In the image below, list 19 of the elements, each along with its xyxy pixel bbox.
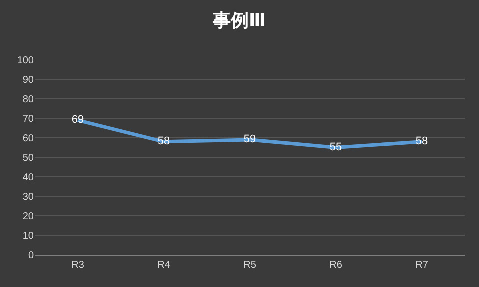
x-tick-label: R6 (330, 260, 343, 271)
y-tick-label: 90 (22, 75, 34, 86)
y-tick-label: 10 (22, 231, 34, 242)
x-tick-label: R5 (244, 260, 257, 271)
x-tick-label: R3 (72, 260, 85, 271)
y-tick-label: 30 (22, 192, 34, 203)
y-tick-label: 100 (17, 56, 34, 66)
x-tick-label: R7 (416, 260, 429, 271)
data-label: 58 (416, 136, 428, 148)
y-tick-label: 0 (28, 250, 34, 262)
y-tick-label: 70 (22, 114, 34, 125)
y-tick-label: 50 (22, 153, 34, 164)
y-tick-label: 20 (22, 212, 34, 222)
x-tick-label: R4 (158, 260, 171, 271)
chart-title: 事例Ⅲ (212, 10, 266, 32)
y-tick-label: 40 (22, 172, 34, 184)
data-label: 69 (72, 114, 84, 126)
y-tick-label: 80 (22, 94, 34, 106)
y-tick-label: 60 (22, 134, 34, 144)
